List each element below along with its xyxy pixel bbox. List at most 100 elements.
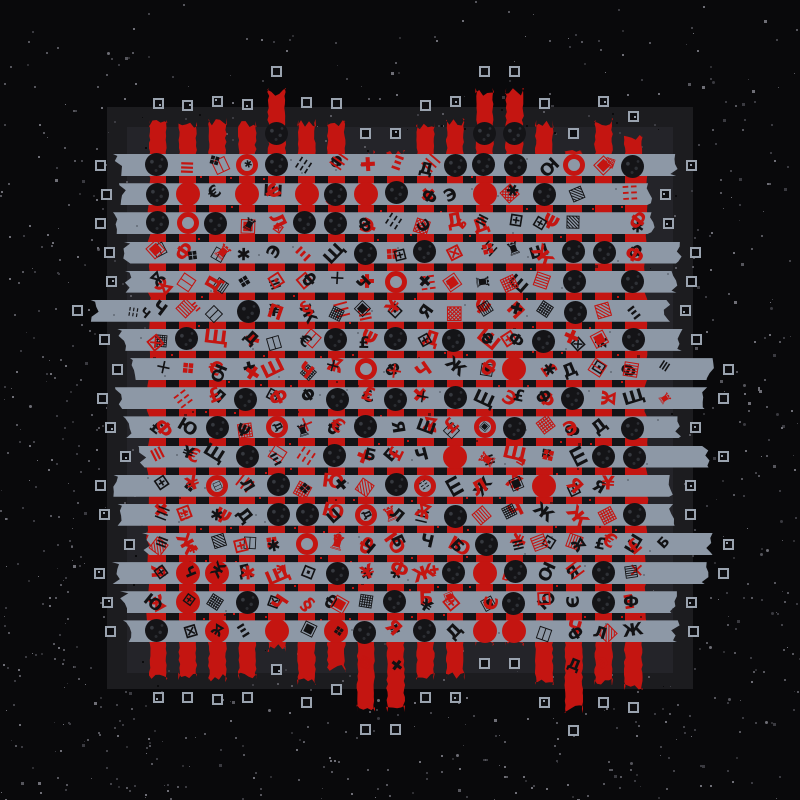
black-circle <box>473 121 497 145</box>
noise-dot <box>52 642 55 645</box>
noise-dot <box>75 109 78 112</box>
sprocket-speck <box>290 468 293 471</box>
sprocket-speck <box>413 298 416 301</box>
noise-dot <box>291 34 294 37</box>
noise-dot <box>768 438 771 441</box>
noise-dot <box>722 208 724 209</box>
mat-noise-dot <box>185 118 188 121</box>
registration-mark-dot <box>694 426 696 429</box>
black-circle <box>503 417 527 441</box>
red-circle <box>235 182 260 207</box>
black-circle <box>146 211 170 235</box>
noise-dot <box>162 741 164 742</box>
sprocket-hole <box>463 232 477 244</box>
sprocket-hole <box>404 378 417 390</box>
noise-dot <box>98 733 101 736</box>
row-noise-dot <box>503 463 506 466</box>
noise-dot <box>93 194 96 197</box>
mat-noise-dot <box>675 195 678 198</box>
black-circle <box>383 327 407 351</box>
noise-dot <box>394 61 397 64</box>
registration-mark-dot <box>689 164 692 166</box>
noise-dot <box>366 769 369 772</box>
sprocket-speck <box>443 351 446 354</box>
sprocket-hole <box>493 523 507 535</box>
noise-dot <box>622 53 625 56</box>
mat-noise-dot <box>441 112 444 115</box>
black-circle <box>145 619 169 643</box>
sprocket-speck <box>199 176 202 179</box>
noise-dot <box>56 47 59 50</box>
noise-dot <box>436 40 439 43</box>
noise-dot <box>605 71 606 73</box>
mat-noise-dot <box>198 114 201 116</box>
noise-dot <box>189 765 191 767</box>
sprocket-hole <box>344 436 358 448</box>
noise-dot <box>727 615 729 617</box>
sprocket-hole <box>374 582 388 594</box>
sprocket-hole <box>611 378 625 390</box>
noise-dot <box>54 722 56 724</box>
black-circle <box>471 152 495 176</box>
noise-dot <box>706 642 709 644</box>
registration-mark <box>360 723 372 735</box>
sprocket-speck <box>498 385 501 388</box>
noise-dot <box>64 622 66 624</box>
sprocket-hole <box>166 582 180 594</box>
noise-dot <box>25 331 27 333</box>
noise-dot <box>3 83 6 86</box>
noise-dot <box>35 653 37 656</box>
sprocket-hole <box>582 261 596 273</box>
noise-dot <box>113 726 116 729</box>
noise-dot <box>127 56 130 59</box>
sprocket-hole <box>433 378 447 390</box>
sprocket-speck <box>529 267 532 270</box>
noise-dot <box>586 795 589 797</box>
row-noise-dot <box>177 521 180 524</box>
noise-dot <box>741 129 744 131</box>
black-circle <box>501 592 525 616</box>
sprocket-speck <box>555 472 558 475</box>
noise-dot <box>602 783 605 786</box>
mat-noise-dot <box>141 116 143 118</box>
row-noise-dot <box>140 337 143 340</box>
sprocket-hole <box>285 174 299 186</box>
noise-dot <box>104 507 106 509</box>
red-circle <box>472 561 497 586</box>
red-circle <box>175 590 200 615</box>
sprocket-hole <box>463 523 477 535</box>
registration-mark-dot <box>159 103 162 106</box>
noise-dot <box>742 383 746 387</box>
noise-dot <box>734 300 738 304</box>
registration-mark <box>103 247 115 258</box>
mat-noise-dot <box>619 131 621 134</box>
mat-noise-dot <box>648 676 651 678</box>
sprocket-hole <box>255 553 269 565</box>
registration-mark <box>568 127 580 139</box>
noise-dot <box>71 421 74 424</box>
noise-dot <box>90 666 92 669</box>
row-noise-dot <box>471 188 474 190</box>
noise-dot <box>172 75 175 78</box>
row-noise-dot <box>498 632 501 635</box>
registration-mark-dot <box>454 100 457 103</box>
sprocket-hole <box>463 378 477 390</box>
mat-noise-dot <box>232 117 234 120</box>
sprocket-hole <box>463 203 477 215</box>
noise-dot <box>147 737 150 740</box>
sprocket-speck <box>233 613 236 616</box>
registration-mark <box>449 691 461 703</box>
noise-dot <box>684 731 687 734</box>
sprocket-hole <box>255 261 269 273</box>
noise-dot <box>75 384 78 386</box>
sprocket-speck <box>203 617 205 620</box>
noise-dot <box>102 425 105 428</box>
noise-dot <box>71 545 74 548</box>
black-circle <box>623 445 647 469</box>
noise-dot <box>41 356 44 359</box>
mat-noise-dot <box>691 190 694 193</box>
weave-row <box>117 503 677 526</box>
noise-dot <box>289 711 292 714</box>
noise-dot <box>289 38 292 41</box>
sprocket-hole <box>522 494 536 506</box>
